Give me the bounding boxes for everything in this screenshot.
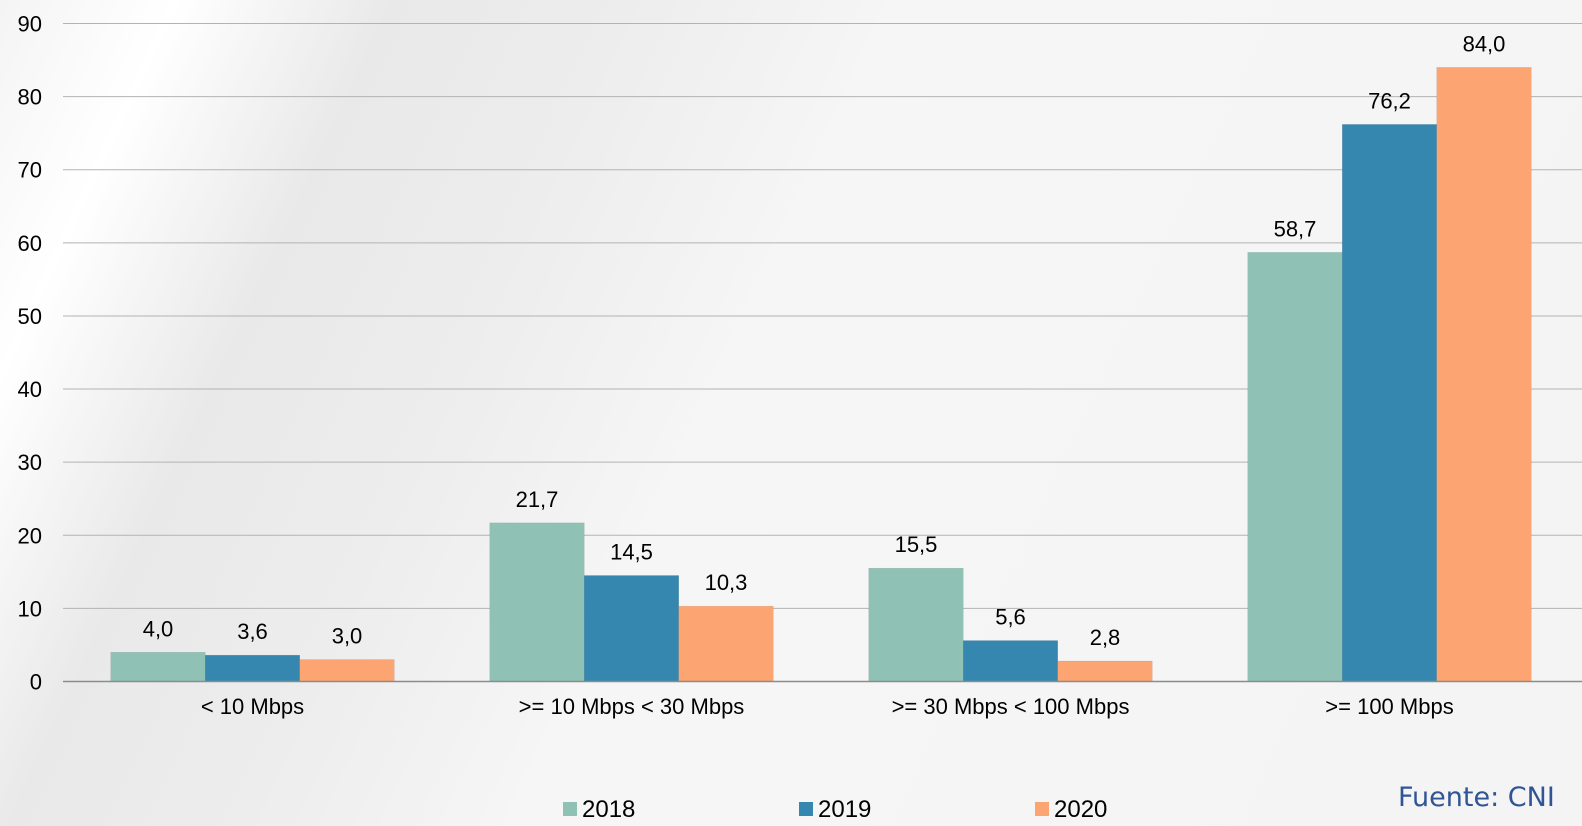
- bar-2018: [868, 567, 964, 682]
- legend-swatch-2018: [563, 802, 577, 816]
- y-tick-label: 90: [18, 12, 42, 37]
- y-tick-label: 50: [18, 304, 42, 329]
- bar-2019: [205, 654, 300, 682]
- bar-2019: [963, 640, 1058, 682]
- y-tick-label: 30: [18, 450, 42, 475]
- y-tick-label: 70: [18, 158, 42, 183]
- bar-2019: [584, 575, 679, 682]
- bar-2019: [1342, 124, 1437, 682]
- bar-2020: [1436, 67, 1532, 682]
- legend-label-2018: 2018: [582, 796, 635, 823]
- y-tick-label: 10: [18, 596, 42, 621]
- bar-2018: [110, 652, 206, 682]
- bar-2020: [678, 605, 774, 682]
- data-label: 21,7: [516, 487, 559, 512]
- data-label: 15,5: [895, 532, 938, 557]
- data-label: 10,3: [705, 570, 748, 595]
- y-tick-label: 80: [18, 85, 42, 110]
- legend-swatch-2020: [1035, 802, 1049, 816]
- data-label: 4,0: [143, 616, 174, 641]
- data-label: 76,2: [1368, 88, 1411, 113]
- y-tick-label: 60: [18, 231, 42, 256]
- legend-label-2020: 2020: [1054, 796, 1107, 823]
- y-tick-label: 0: [30, 670, 42, 695]
- y-tick-label: 20: [18, 523, 42, 548]
- bar-2020: [299, 659, 395, 682]
- data-label: 84,0: [1463, 31, 1506, 56]
- legend-swatch-2019: [799, 802, 813, 816]
- legend-label-2019: 2019: [818, 796, 871, 823]
- source-note: Fuente: CNI: [1398, 782, 1555, 813]
- bar-2018: [1247, 252, 1343, 682]
- bar-2020: [1057, 660, 1153, 682]
- y-tick-label: 40: [18, 377, 42, 402]
- x-tick-label: >= 10 Mbps < 30 Mbps: [519, 694, 745, 719]
- data-label: 5,6: [995, 605, 1026, 630]
- x-tick-label: >= 100 Mbps: [1325, 694, 1453, 719]
- data-label: 2,8: [1090, 625, 1121, 650]
- data-label: 3,0: [332, 624, 363, 649]
- data-label: 14,5: [610, 539, 653, 564]
- data-label: 3,6: [237, 619, 268, 644]
- x-tick-label: >= 30 Mbps < 100 Mbps: [892, 694, 1130, 719]
- bar-2018: [489, 522, 585, 682]
- x-tick-label: < 10 Mbps: [201, 694, 304, 719]
- data-label: 58,7: [1274, 216, 1317, 241]
